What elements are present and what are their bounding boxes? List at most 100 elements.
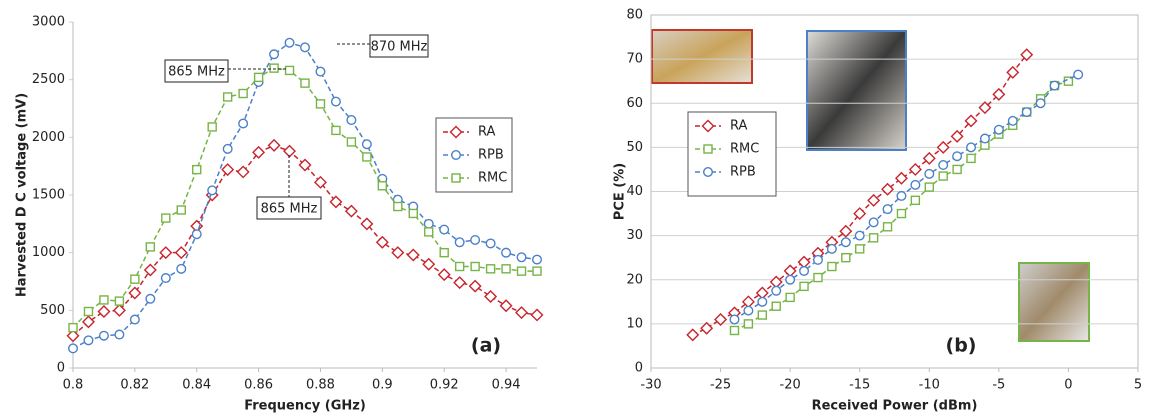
marker	[222, 92, 233, 102]
marker	[964, 114, 978, 128]
legend-label: RMC	[730, 142, 759, 157]
x-tick-label: -20	[780, 378, 801, 393]
annotation-box	[369, 34, 429, 58]
marker	[532, 254, 543, 265]
marker	[143, 263, 157, 277]
marker	[700, 321, 714, 335]
y-tick-label: 50	[626, 140, 643, 155]
marker	[83, 306, 94, 317]
marker	[924, 182, 934, 192]
marker	[439, 224, 450, 235]
marker	[361, 139, 372, 150]
marker	[437, 268, 451, 282]
marker	[252, 145, 266, 159]
marker	[267, 138, 281, 152]
marker	[896, 208, 907, 219]
marker	[81, 315, 95, 329]
marker	[952, 151, 963, 162]
x-tick-label: 0	[1064, 378, 1072, 393]
marker	[313, 175, 327, 189]
marker	[174, 246, 188, 260]
marker	[315, 66, 326, 77]
x-tick-label: 0.92	[430, 378, 459, 393]
marker	[881, 182, 895, 196]
marker	[686, 328, 700, 342]
marker	[283, 144, 297, 158]
photo	[806, 30, 907, 151]
x-tick-label: -10	[919, 378, 940, 393]
marker	[950, 129, 964, 143]
y-tick-label: 70	[626, 52, 643, 67]
x-tick-label: 0.86	[244, 378, 273, 393]
marker	[298, 158, 312, 172]
marker	[360, 217, 374, 231]
legend-label: RA	[730, 119, 748, 134]
marker	[855, 244, 865, 254]
marker	[1073, 69, 1084, 80]
x-tick-label: 0.8	[63, 378, 84, 393]
marker	[128, 286, 142, 300]
marker	[501, 247, 512, 258]
marker	[1007, 115, 1018, 126]
x-axis-title: Received Power (dBm)	[812, 399, 978, 414]
marker	[161, 213, 171, 223]
marker	[938, 160, 949, 171]
x-tick-label: 0.82	[120, 378, 149, 393]
y-tick-label: 0	[635, 361, 643, 376]
marker	[221, 163, 235, 177]
legend-marker	[451, 149, 462, 160]
y-tick-label: 500	[40, 303, 65, 318]
photo	[1018, 262, 1090, 342]
marker	[454, 261, 465, 272]
y-tick-label: 60	[626, 96, 643, 111]
y-axis-title: Harvested D C voltage (mV)	[15, 93, 30, 297]
marker	[1035, 98, 1046, 109]
annotation-box	[256, 196, 322, 220]
marker	[924, 168, 935, 179]
marker	[238, 118, 249, 129]
x-tick-label: 0.94	[492, 378, 521, 393]
marker	[785, 274, 796, 285]
marker	[284, 37, 295, 48]
marker	[67, 343, 78, 354]
marker	[391, 246, 405, 260]
marker	[499, 299, 513, 313]
marker	[743, 319, 754, 329]
marker	[882, 204, 893, 215]
marker	[330, 96, 341, 107]
marker	[867, 193, 881, 207]
marker	[840, 237, 851, 248]
annotation: 870 MHz	[371, 40, 428, 55]
x-tick-label: 5	[1134, 378, 1142, 393]
marker	[284, 65, 295, 76]
marker	[868, 233, 879, 243]
marker	[771, 285, 782, 296]
marker	[422, 257, 436, 271]
marker	[362, 152, 372, 162]
marker	[377, 181, 388, 191]
marker	[346, 115, 357, 126]
marker	[757, 296, 768, 307]
legend-label: RMC	[478, 171, 507, 186]
marker	[1006, 65, 1020, 79]
marker	[315, 99, 326, 109]
marker	[253, 72, 264, 83]
marker	[826, 243, 837, 254]
marker	[160, 273, 171, 284]
marker	[114, 296, 125, 306]
y-tick-label: 0	[57, 361, 65, 376]
marker	[236, 165, 250, 179]
legend-marker	[451, 173, 461, 183]
marker	[530, 308, 544, 322]
x-tick-label: 0.9	[372, 378, 393, 393]
x-tick-label: 0.84	[182, 378, 211, 393]
marker	[207, 122, 217, 132]
legend-marker	[449, 125, 463, 139]
marker	[910, 195, 921, 206]
marker	[99, 295, 109, 305]
y-tick-label: 80	[626, 8, 643, 23]
marker	[269, 63, 279, 73]
y-tick-label: 10	[626, 316, 643, 331]
photo	[651, 29, 753, 84]
